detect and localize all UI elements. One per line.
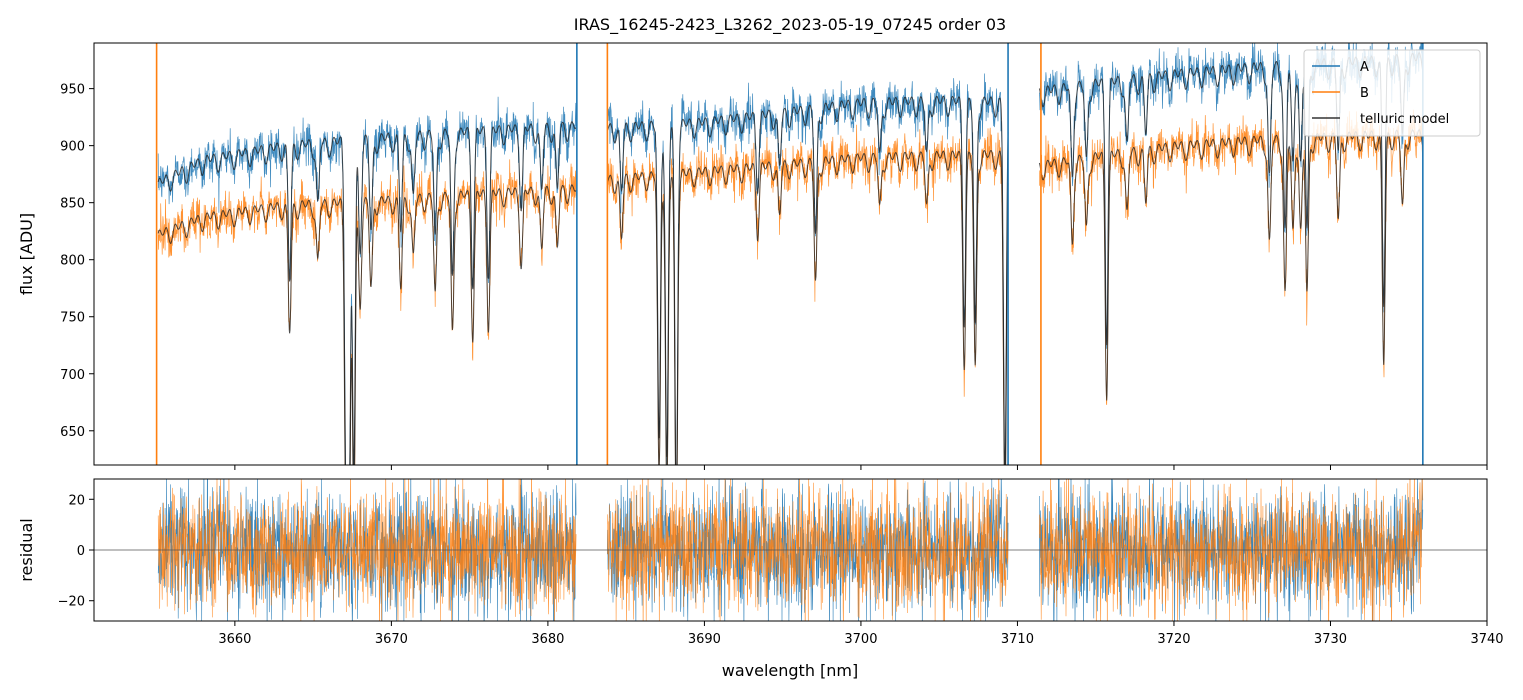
y-tick-label: −20 [58, 595, 85, 610]
residual-y-axis-label: residual [17, 518, 36, 581]
legend-label-b: B [1360, 86, 1369, 101]
x-tick-label: 3730 [1314, 632, 1347, 647]
spike-lines [155, 43, 1424, 465]
telluric-model-line-a [157, 52, 1424, 465]
residual-y-ticks: −20 0 20 [58, 493, 94, 610]
y-tick-label: 950 [60, 83, 85, 98]
y-tick-label: 850 [60, 197, 85, 212]
main-x-ticks [234, 465, 1488, 470]
series-a-line [157, 43, 1424, 465]
y-tick-label: 0 [77, 544, 85, 559]
x-tick-label: 3670 [375, 632, 408, 647]
residual-series-b-line [157, 479, 1424, 621]
legend-box [1303, 49, 1481, 137]
x-tick-label: 3710 [1001, 632, 1034, 647]
y-tick-label: 20 [68, 493, 85, 508]
main-y-axis-label: flux [ADU] [17, 213, 36, 295]
main-y-ticks: 650 700 750 800 850 900 950 [60, 83, 94, 440]
main-plot-area [155, 43, 1424, 465]
x-axis-label: wavelength [nm] [722, 661, 859, 680]
series-b-line [157, 109, 1424, 465]
legend-label-model: telluric model [1360, 112, 1449, 127]
residual-x-ticks: 3660 3670 3680 3690 3700 3710 3720 3730 3740 [218, 621, 1504, 647]
chart-title: IRAS_16245-2423_L3262_2023-05-19_07245 o… [574, 15, 1006, 35]
legend-label-a: A [1360, 60, 1369, 75]
x-tick-label: 3690 [688, 632, 721, 647]
y-tick-label: 700 [60, 368, 85, 383]
telluric-model-line-b [157, 129, 1424, 465]
x-tick-label: 3660 [218, 632, 251, 647]
x-tick-label: 3740 [1470, 632, 1503, 647]
y-tick-label: 750 [60, 311, 85, 326]
y-tick-label: 800 [60, 254, 85, 269]
y-tick-label: 650 [60, 425, 85, 440]
main-plot-frame [93, 42, 1488, 466]
y-tick-label: 900 [60, 140, 85, 155]
x-tick-label: 3700 [844, 632, 877, 647]
x-tick-label: 3720 [1157, 632, 1190, 647]
x-tick-label: 3680 [531, 632, 564, 647]
residual-plot-area [94, 479, 1487, 621]
legend: A B telluric model [1303, 49, 1481, 137]
